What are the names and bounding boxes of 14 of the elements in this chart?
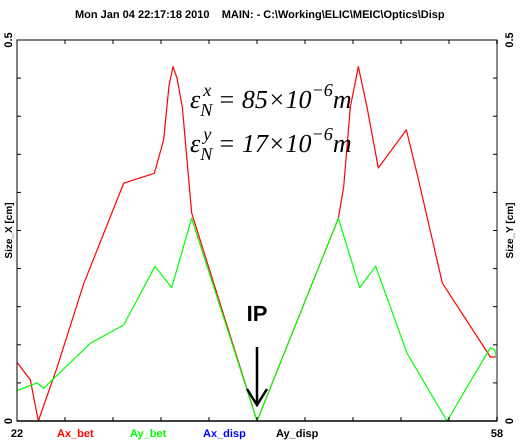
annotation: IP bbox=[246, 301, 268, 326]
annotation: ε$_{N}$$^{x}$ = 85×10$^{−6}$m bbox=[190, 80, 352, 120]
chart-title: Mon Jan 04 22:17:18 2010 MAIN: - C:\Working\ELIC\MEIC\Optics\Disp bbox=[75, 9, 445, 21]
legend-label: Ay_disp bbox=[276, 428, 319, 440]
y2-tick-label: 0 bbox=[504, 418, 516, 424]
y2-tick-label: 0.5 bbox=[504, 32, 516, 48]
series-label: Ax_bet bbox=[57, 428, 94, 440]
legend-label: Ax_disp bbox=[203, 428, 246, 440]
text: Ay_bet bbox=[130, 428, 167, 440]
x-tick-label: 22 bbox=[10, 428, 24, 440]
x-tick-label: 58 bbox=[490, 428, 504, 440]
line-series bbox=[16, 218, 498, 422]
y2-axis-title: Size_Y [cm] bbox=[505, 202, 516, 258]
y-axis-title: Size_X [cm] bbox=[4, 202, 15, 259]
